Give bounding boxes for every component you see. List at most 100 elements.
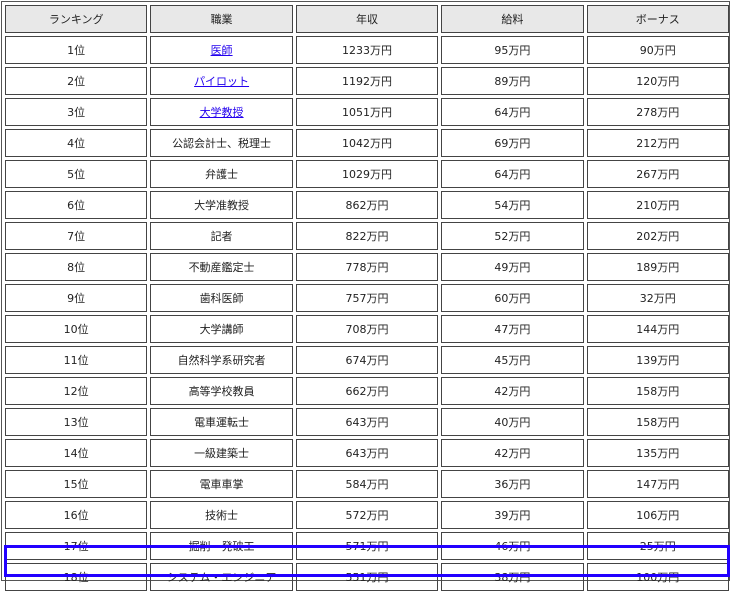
job-link[interactable]: 大学教授	[199, 106, 244, 119]
salary-cell: 39万円	[441, 501, 584, 529]
job-cell: 電車車掌	[150, 470, 293, 498]
table-row: 14位 一級建築士 643万円 42万円 135万円	[5, 439, 729, 467]
bonus-cell: 158万円	[586, 408, 729, 436]
bonus-cell: 189万円	[586, 253, 729, 281]
job-cell: 技術士	[150, 501, 293, 529]
rank-cell: 18位	[5, 563, 148, 591]
bonus-cell: 202万円	[586, 222, 729, 250]
income-cell: 708万円	[295, 315, 439, 343]
bonus-cell: 25万円	[586, 532, 729, 560]
income-cell: 1051万円	[295, 98, 439, 126]
table-row: 1位 医師 1233万円 95万円 90万円	[5, 36, 729, 64]
table-row: 2位 パイロット 1192万円 89万円 120万円	[5, 67, 729, 95]
rank-cell: 1位	[5, 36, 148, 64]
header-rank: ランキング	[5, 5, 148, 33]
rank-cell: 16位	[5, 501, 148, 529]
job-cell: 大学講師	[150, 315, 293, 343]
bonus-cell: 278万円	[586, 98, 729, 126]
job-link[interactable]: パイロット	[194, 75, 250, 88]
income-cell: 1233万円	[295, 36, 439, 64]
rank-cell: 9位	[5, 284, 148, 312]
table-row: 13位 電車運転士 643万円 40万円 158万円	[5, 408, 729, 436]
income-cell: 862万円	[295, 191, 439, 219]
bonus-cell: 100万円	[586, 563, 729, 591]
salary-cell: 64万円	[441, 98, 584, 126]
salary-cell: 60万円	[441, 284, 584, 312]
income-cell: 643万円	[295, 439, 439, 467]
table-row: 6位 大学准教授 862万円 54万円 210万円	[5, 191, 729, 219]
salary-cell: 69万円	[441, 129, 584, 157]
salary-cell: 46万円	[441, 532, 584, 560]
job-cell: 医師	[150, 36, 293, 64]
income-cell: 584万円	[295, 470, 439, 498]
table-row: 4位 公認会計士、税理士 1042万円 69万円 212万円	[5, 129, 729, 157]
salary-cell: 89万円	[441, 67, 584, 95]
table-row: 16位 技術士 572万円 39万円 106万円	[5, 501, 729, 529]
rank-cell: 11位	[5, 346, 148, 374]
bonus-cell: 267万円	[586, 160, 729, 188]
table-row: 5位 弁護士 1029万円 64万円 267万円	[5, 160, 729, 188]
salary-cell: 36万円	[441, 470, 584, 498]
income-cell: 662万円	[295, 377, 439, 405]
job-cell: 電車運転士	[150, 408, 293, 436]
table-row: 10位 大学講師 708万円 47万円 144万円	[5, 315, 729, 343]
bonus-cell: 32万円	[586, 284, 729, 312]
rank-cell: 10位	[5, 315, 148, 343]
job-cell: 大学准教授	[150, 191, 293, 219]
salary-cell: 49万円	[441, 253, 584, 281]
salary-cell: 42万円	[441, 439, 584, 467]
bonus-cell: 120万円	[586, 67, 729, 95]
header-income: 年収	[295, 5, 439, 33]
income-cell: 572万円	[295, 501, 439, 529]
income-cell: 643万円	[295, 408, 439, 436]
bonus-cell: 139万円	[586, 346, 729, 374]
job-link[interactable]: 医師	[210, 44, 233, 57]
header-salary: 給料	[441, 5, 584, 33]
header-bonus: ボーナス	[586, 5, 729, 33]
job-cell: 記者	[150, 222, 293, 250]
income-cell: 551万円	[295, 563, 439, 591]
table-row: 9位 歯科医師 757万円 60万円 32万円	[5, 284, 729, 312]
job-cell: 公認会計士、税理士	[150, 129, 293, 157]
table-row: 12位 高等学校教員 662万円 42万円 158万円	[5, 377, 729, 405]
rank-cell: 6位	[5, 191, 148, 219]
table-row: 11位 自然科学系研究者 674万円 45万円 139万円	[5, 346, 729, 374]
job-cell: パイロット	[150, 67, 293, 95]
rank-cell: 5位	[5, 160, 148, 188]
job-cell: 不動産鑑定士	[150, 253, 293, 281]
salary-cell: 52万円	[441, 222, 584, 250]
job-cell: 歯科医師	[150, 284, 293, 312]
job-cell: 弁護士	[150, 160, 293, 188]
salary-cell: 64万円	[441, 160, 584, 188]
income-cell: 1029万円	[295, 160, 439, 188]
bonus-cell: 210万円	[586, 191, 729, 219]
bonus-cell: 106万円	[586, 501, 729, 529]
salary-cell: 38万円	[441, 563, 584, 591]
income-cell: 1192万円	[295, 67, 439, 95]
salary-cell: 95万円	[441, 36, 584, 64]
income-cell: 778万円	[295, 253, 439, 281]
salary-cell: 47万円	[441, 315, 584, 343]
rank-cell: 8位	[5, 253, 148, 281]
bonus-cell: 90万円	[586, 36, 729, 64]
income-cell: 674万円	[295, 346, 439, 374]
rank-cell: 12位	[5, 377, 148, 405]
bonus-cell: 144万円	[586, 315, 729, 343]
bonus-cell: 158万円	[586, 377, 729, 405]
rank-cell: 17位	[5, 532, 148, 560]
job-cell: 高等学校教員	[150, 377, 293, 405]
rank-cell: 3位	[5, 98, 148, 126]
rank-cell: 14位	[5, 439, 148, 467]
income-cell: 571万円	[295, 532, 439, 560]
table-row: 17位 掘削・発破工 571万円 46万円 25万円	[5, 532, 729, 560]
income-cell: 757万円	[295, 284, 439, 312]
table-row: 3位 大学教授 1051万円 64万円 278万円	[5, 98, 729, 126]
salary-cell: 40万円	[441, 408, 584, 436]
rank-cell: 15位	[5, 470, 148, 498]
table-row: 18位 システム・エンジニア 551万円 38万円 100万円	[5, 563, 729, 591]
table-row: 7位 記者 822万円 52万円 202万円	[5, 222, 729, 250]
table-row: 8位 不動産鑑定士 778万円 49万円 189万円	[5, 253, 729, 281]
job-cell: 大学教授	[150, 98, 293, 126]
